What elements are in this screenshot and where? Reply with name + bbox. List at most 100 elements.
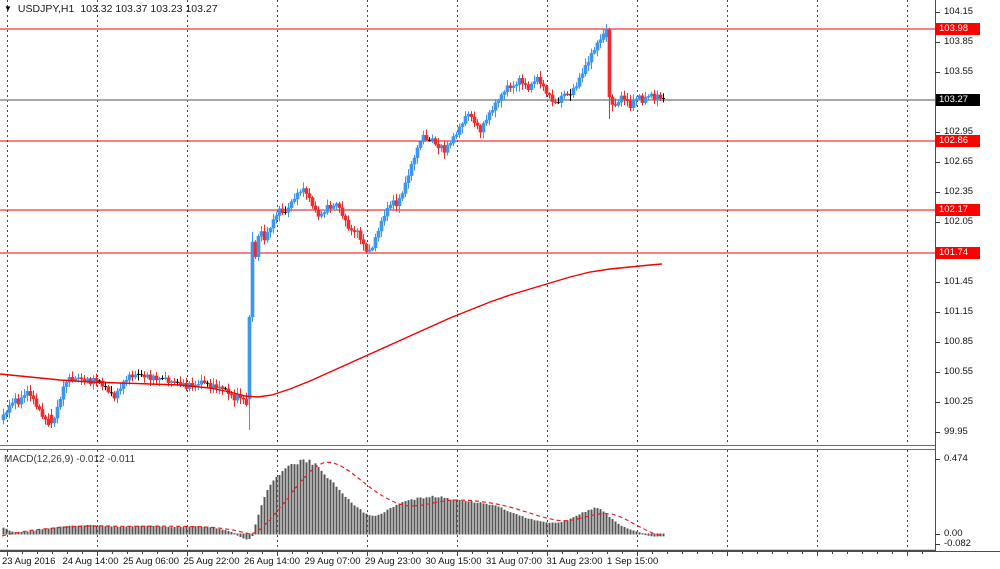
candle-body — [634, 98, 639, 101]
candle-body — [85, 378, 90, 382]
candle-body — [49, 414, 54, 424]
candle-body — [142, 374, 147, 378]
candle-body — [403, 182, 408, 194]
candle-body — [67, 376, 72, 383]
candle-body — [328, 205, 333, 209]
time-tick-minor — [382, 552, 383, 554]
candle-body — [76, 377, 81, 379]
candle-body — [514, 84, 519, 87]
candle-body — [292, 198, 297, 202]
time-tick-minor — [652, 552, 653, 554]
pane-divider[interactable] — [0, 445, 935, 450]
candle-body — [445, 144, 450, 153]
time-tick-minor — [712, 552, 713, 554]
price-tick-mark — [935, 191, 940, 193]
candle-body — [304, 188, 309, 194]
candle-body — [28, 391, 33, 396]
candle-body — [394, 200, 399, 207]
candle-body — [244, 399, 249, 405]
candle-body — [370, 247, 375, 251]
candle-body — [4, 412, 9, 415]
candle-body — [463, 116, 468, 124]
candle-body — [517, 78, 522, 85]
candle-body — [571, 88, 576, 96]
candle-body — [487, 112, 492, 121]
candle-body — [562, 93, 567, 97]
macd-tick-mark — [935, 543, 940, 545]
candle-body — [268, 228, 273, 233]
time-tick-minor — [412, 552, 413, 554]
candle-body — [559, 95, 564, 103]
candle-body — [379, 220, 384, 232]
candle-body — [37, 406, 42, 410]
candle-body — [22, 395, 27, 398]
price-tick-mark — [935, 311, 940, 313]
time-tick-minor — [517, 552, 518, 554]
macd-tick-label: 0.00 — [944, 528, 963, 539]
price-badge: 101.74 — [936, 247, 980, 259]
price-chart-canvas[interactable] — [0, 0, 935, 551]
candle-body — [31, 395, 36, 399]
candle-body — [499, 94, 504, 101]
time-tick-minor — [742, 552, 743, 554]
time-tick-minor — [682, 552, 683, 554]
candle-body — [52, 418, 57, 424]
time-tick-minor — [352, 552, 353, 554]
time-tick-major — [97, 552, 98, 556]
candle-body — [406, 175, 411, 183]
price-tick-label: 99.95 — [944, 426, 968, 437]
time-tick-minor — [22, 552, 23, 554]
macd-signal-value: -0.011 — [107, 454, 136, 465]
candle-body — [124, 379, 129, 383]
candle-body — [94, 378, 99, 382]
price-tick-label: 100.25 — [944, 396, 974, 407]
candle-body — [43, 416, 48, 420]
time-axis[interactable]: 23 Aug 2016 24 Aug 14:00 25 Aug 06:00 25 Au… — [0, 551, 1000, 569]
candle-body — [541, 83, 546, 87]
candles — [1, 24, 665, 430]
candle-body — [601, 33, 606, 40]
candle-body — [523, 83, 528, 85]
candle-body — [34, 398, 39, 407]
candle-body — [172, 381, 177, 383]
candle-body — [295, 192, 300, 200]
time-tick-minor — [157, 552, 158, 554]
time-tick-minor — [112, 552, 113, 554]
candle-body — [400, 193, 405, 199]
candle-body — [592, 50, 597, 54]
candle-body — [235, 394, 240, 401]
candle-body — [331, 205, 336, 209]
time-tick-major — [547, 552, 548, 556]
candle-body — [100, 380, 105, 387]
candle-body — [409, 164, 414, 176]
time-tick-minor — [322, 552, 323, 554]
candle-body — [397, 198, 402, 207]
candle-body — [310, 197, 315, 207]
time-tick-minor — [217, 552, 218, 554]
candle-body — [493, 102, 498, 111]
candle-body — [649, 93, 654, 97]
candle-body — [214, 384, 219, 389]
candle-body — [334, 203, 339, 207]
candle-body — [340, 207, 345, 217]
time-label: 31 Aug 07:00 — [486, 556, 542, 567]
candle-body — [313, 205, 318, 211]
time-tick-minor — [892, 552, 893, 554]
candle-body — [325, 205, 330, 213]
candle-body — [130, 374, 135, 378]
time-tick-major — [187, 552, 188, 556]
symbol-dropdown-icon[interactable]: ▼ — [4, 4, 12, 13]
macd-name: MACD(12,26,9) — [4, 454, 74, 465]
candle-body — [118, 388, 123, 392]
price-tick-mark — [935, 341, 940, 343]
candle-body — [373, 237, 378, 249]
candle-body — [613, 104, 618, 106]
candle-body — [604, 29, 609, 38]
time-tick-minor — [532, 552, 533, 554]
candle-body — [643, 97, 648, 103]
candle-body — [106, 386, 111, 393]
candle-body — [19, 397, 24, 405]
candle-body — [199, 380, 204, 385]
price-tick-label: 102.35 — [944, 186, 974, 197]
price-axis[interactable]: 104.15 103.85 103.55 102.95 102.65 102.35 102.… — [935, 0, 1000, 569]
